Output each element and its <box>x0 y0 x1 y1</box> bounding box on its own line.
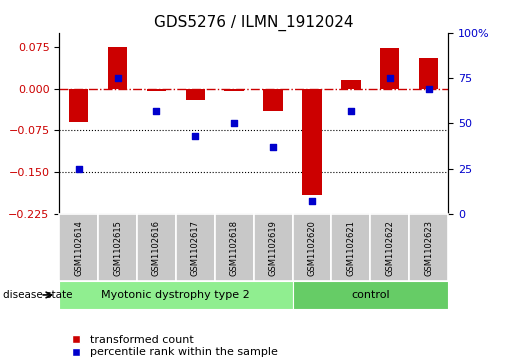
Bar <box>137 214 176 281</box>
Bar <box>380 48 400 89</box>
Point <box>230 121 238 126</box>
Text: GSM1102623: GSM1102623 <box>424 220 433 276</box>
Bar <box>409 214 448 281</box>
Text: GSM1102622: GSM1102622 <box>385 220 394 276</box>
Point <box>152 108 161 114</box>
Bar <box>59 214 98 281</box>
Text: GSM1102614: GSM1102614 <box>74 220 83 276</box>
Bar <box>370 214 409 281</box>
Point <box>424 86 433 92</box>
Bar <box>147 89 166 91</box>
Bar <box>59 281 293 309</box>
Legend: transformed count, percentile rank within the sample: transformed count, percentile rank withi… <box>65 335 278 358</box>
Text: GSM1102616: GSM1102616 <box>152 220 161 276</box>
Text: Myotonic dystrophy type 2: Myotonic dystrophy type 2 <box>101 290 250 300</box>
Bar <box>225 89 244 91</box>
Point <box>308 199 316 204</box>
Bar <box>341 80 360 89</box>
Title: GDS5276 / ILMN_1912024: GDS5276 / ILMN_1912024 <box>154 15 353 31</box>
Bar <box>293 214 332 281</box>
Point <box>269 144 277 150</box>
Bar <box>293 281 448 309</box>
Text: GSM1102615: GSM1102615 <box>113 220 122 276</box>
Bar <box>419 58 438 89</box>
Bar <box>98 214 137 281</box>
Bar <box>253 214 293 281</box>
Point <box>191 133 199 139</box>
Bar <box>108 46 127 89</box>
Bar <box>215 214 253 281</box>
Text: GSM1102618: GSM1102618 <box>230 220 238 276</box>
Bar <box>332 214 370 281</box>
Text: control: control <box>351 290 389 300</box>
Point <box>347 108 355 114</box>
Bar <box>302 89 322 195</box>
Bar <box>185 89 205 100</box>
Point <box>386 75 394 81</box>
Text: disease state: disease state <box>3 290 72 300</box>
Bar <box>176 214 215 281</box>
Point <box>113 75 122 81</box>
Text: GSM1102620: GSM1102620 <box>307 220 316 276</box>
Bar <box>69 89 89 122</box>
Text: GSM1102621: GSM1102621 <box>347 220 355 276</box>
Bar <box>263 89 283 111</box>
Text: GSM1102619: GSM1102619 <box>269 220 278 276</box>
Point <box>75 166 83 172</box>
Text: GSM1102617: GSM1102617 <box>191 220 200 276</box>
